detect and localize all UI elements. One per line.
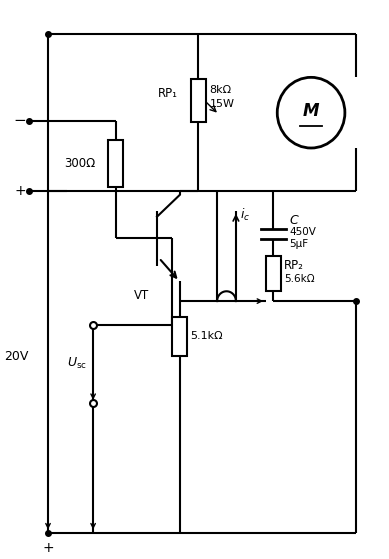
Text: M: M <box>303 102 319 120</box>
Text: C: C <box>289 214 298 227</box>
Text: 450V: 450V <box>289 228 316 238</box>
Bar <box>172 317 187 356</box>
Text: 5μF: 5μF <box>289 239 308 249</box>
Bar <box>191 79 206 122</box>
Text: +: + <box>42 541 54 556</box>
Text: RP₁: RP₁ <box>158 87 178 101</box>
Text: 15W: 15W <box>210 99 235 109</box>
Text: 5.1kΩ: 5.1kΩ <box>190 331 223 342</box>
Text: 8kΩ: 8kΩ <box>210 85 232 95</box>
Ellipse shape <box>277 77 345 148</box>
Text: RP₂: RP₂ <box>284 259 304 272</box>
Text: 300Ω: 300Ω <box>64 157 95 170</box>
Bar <box>266 256 281 291</box>
Text: +: + <box>14 184 26 198</box>
Text: 5.6kΩ: 5.6kΩ <box>284 274 315 285</box>
Text: −: − <box>14 113 26 128</box>
Text: VT: VT <box>134 290 150 302</box>
Text: $U_{\rm sc}$: $U_{\rm sc}$ <box>67 356 88 371</box>
Bar <box>108 140 123 187</box>
Text: $i_c$: $i_c$ <box>240 207 250 223</box>
Text: 20V: 20V <box>4 349 28 363</box>
